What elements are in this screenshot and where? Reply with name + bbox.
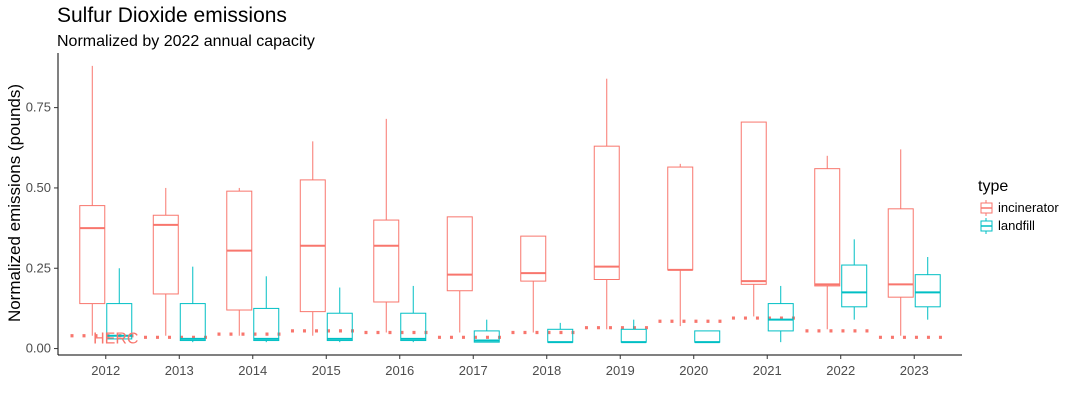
- box-iqr: [593, 145, 620, 280]
- chart-title: Sulfur Dioxide emissions: [57, 4, 287, 27]
- box-landfill-2019: [620, 319, 647, 344]
- y-tick-label: 0.50: [26, 180, 51, 195]
- x-tick-label: 2022: [826, 363, 855, 378]
- y-tick-label: 0.00: [26, 341, 51, 356]
- box-iqr: [520, 235, 547, 282]
- x-tick-label: 2021: [753, 363, 782, 378]
- box-iqr: [620, 328, 647, 343]
- box-iqr: [446, 216, 473, 292]
- box-landfill-2020: [694, 330, 721, 344]
- y-tick-label: 0.25: [26, 260, 51, 275]
- box-landfill-2023: [914, 257, 941, 320]
- box-landfill-2018: [547, 322, 574, 344]
- x-tick-label: 2012: [91, 363, 120, 378]
- x-tick-label: 2019: [606, 363, 635, 378]
- box-iqr: [914, 274, 941, 308]
- box-landfill-2022: [841, 239, 868, 320]
- box-iqr: [106, 303, 133, 340]
- box-iqr: [79, 205, 106, 305]
- box-incinerator-2022: [814, 155, 841, 330]
- x-tick-label: 2020: [679, 363, 708, 378]
- box-groups: [79, 65, 941, 344]
- plot-area: 0.000.250.500.75 2012 2013 2014 2015 2016 201…: [26, 53, 962, 378]
- x-tick-label: 2017: [459, 363, 488, 378]
- y-axis-label: Normalized emissions (pounds): [5, 84, 24, 322]
- box-incinerator-2015: [299, 141, 326, 336]
- box-iqr: [841, 264, 868, 308]
- legend-key-landfill: [980, 218, 993, 234]
- y-tick-label: 0.75: [26, 100, 51, 115]
- reference-lines: [70, 316, 950, 339]
- box-landfill-2015: [326, 287, 353, 343]
- box-landfill-2013: [179, 266, 206, 343]
- box-iqr: [814, 168, 841, 287]
- box-iqr: [667, 166, 694, 271]
- x-tick-label: 2013: [165, 363, 194, 378]
- box-incinerator-2013: [152, 187, 179, 336]
- box-incinerator-2012: [79, 65, 106, 336]
- box-iqr: [767, 303, 794, 332]
- box-incinerator-2014: [226, 187, 253, 336]
- annotations: HERC: [93, 330, 138, 347]
- box-landfill-2012: [106, 268, 133, 340]
- chart-subtitle: Normalized by 2022 annual capacity: [57, 33, 315, 50]
- box-iqr: [152, 214, 179, 295]
- box-iqr: [887, 208, 914, 298]
- box-landfill-2016: [400, 285, 427, 343]
- box-iqr: [179, 303, 206, 342]
- box-iqr: [400, 312, 427, 342]
- box-incinerator-2020: [667, 163, 694, 327]
- box-landfill-2014: [253, 276, 280, 343]
- box-incinerator-2017: [446, 216, 473, 333]
- box-iqr: [373, 219, 400, 303]
- legend-key-incinerator: [980, 200, 993, 216]
- x-tick-label: 2014: [238, 363, 267, 378]
- box-iqr: [740, 121, 767, 285]
- x-tick-label: 2016: [385, 363, 414, 378]
- legend-title: type: [978, 178, 1008, 195]
- y-ticks: 0.00 0.25 0.50 0.75: [26, 100, 58, 356]
- box-iqr: [253, 307, 280, 342]
- annotation-label: HERC: [93, 330, 138, 347]
- box-incinerator-2016: [373, 118, 400, 333]
- x-tick-label: 2018: [532, 363, 561, 378]
- box-incinerator-2019: [593, 78, 620, 330]
- legend-label-landfill: landfill: [998, 218, 1035, 233]
- box-landfill-2017: [473, 319, 500, 343]
- box-incinerator-2023: [887, 149, 914, 336]
- box-iqr: [694, 330, 721, 343]
- x-tick-label: 2015: [312, 363, 341, 378]
- legend-label-incinerator: incinerator: [998, 200, 1059, 215]
- box-iqr: [473, 330, 500, 343]
- box-incinerator-2018: [520, 235, 547, 333]
- legend: type incinerator landfill: [978, 178, 1059, 234]
- box-landfill-2021: [767, 285, 794, 343]
- x-ticks: 2012 2013 2014 2015 2016 2017 2018 2019 2020 2021…: [91, 355, 929, 378]
- box-iqr: [326, 312, 353, 342]
- box-incinerator-2021: [740, 121, 767, 317]
- x-tick-label: 2023: [900, 363, 929, 378]
